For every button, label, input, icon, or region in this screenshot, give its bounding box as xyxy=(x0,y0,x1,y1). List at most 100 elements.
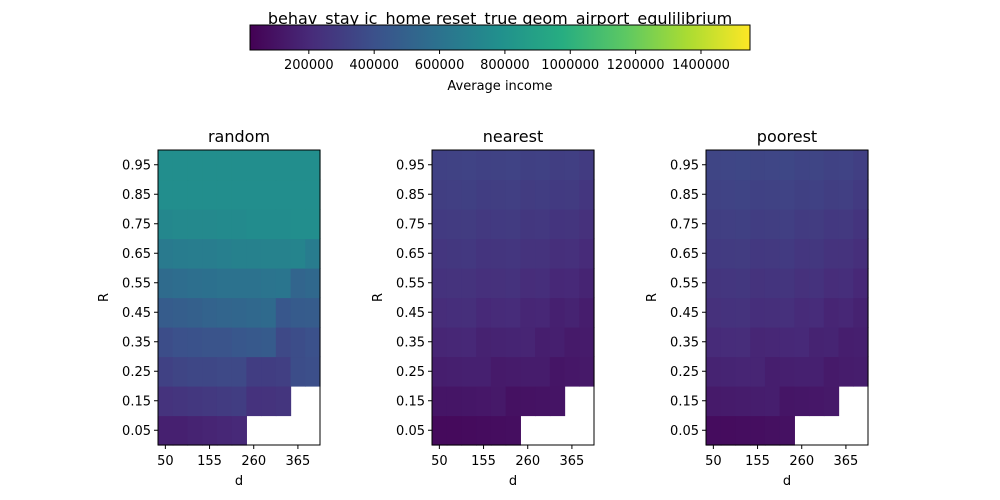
heatmap-cell xyxy=(779,386,795,417)
y-tick-label: 0.55 xyxy=(122,276,151,291)
y-tick-label: 0.15 xyxy=(122,394,151,409)
heatmap-cell xyxy=(446,415,463,446)
heatmap-cell xyxy=(261,179,277,210)
heatmap-cell xyxy=(432,150,448,181)
heatmap-cell xyxy=(535,268,551,299)
heatmap-cell xyxy=(764,268,781,299)
heatmap-cell xyxy=(432,209,448,240)
heatmap-cell xyxy=(838,327,854,358)
heatmap-cell xyxy=(706,238,722,269)
heatmap-cell xyxy=(158,268,174,299)
heatmap-cell xyxy=(564,150,580,181)
heatmap-cell xyxy=(461,415,477,446)
heatmap-cell xyxy=(432,268,448,299)
heatmap-cell xyxy=(809,179,825,210)
heatmap-cell xyxy=(461,179,477,210)
heatmap-cell xyxy=(231,356,247,387)
heatmap-cell xyxy=(246,356,262,387)
heatmap-cell xyxy=(764,327,781,358)
heatmap-cell xyxy=(564,297,580,328)
heatmap-cell xyxy=(779,356,795,387)
heatmap-cell xyxy=(779,150,795,181)
heatmap-cell xyxy=(305,297,321,328)
heatmap-cell xyxy=(735,297,751,328)
heatmap-panels: random 0.05 0.15 0.25 0.35 0.45 0.55 0.65 0.75 0.… xyxy=(97,127,869,489)
heatmap-cell xyxy=(246,297,262,328)
heatmap-cell xyxy=(823,356,840,387)
heatmap-cell xyxy=(187,415,203,446)
heatmap-cell xyxy=(720,415,737,446)
heatmap-cell xyxy=(764,238,781,269)
heatmap-cell xyxy=(446,209,463,240)
heatmap-cell xyxy=(720,327,737,358)
heatmap-cell xyxy=(432,297,448,328)
heatmap-cell xyxy=(809,238,825,269)
heatmap-cell xyxy=(158,150,174,181)
heatmap-cell xyxy=(809,209,825,240)
x-axis-label: d xyxy=(235,474,243,489)
heatmap-cell xyxy=(231,386,247,417)
heatmap-cell xyxy=(158,297,174,328)
heatmap-cell xyxy=(290,238,306,269)
heatmap-cell xyxy=(290,327,306,358)
heatmap-cell xyxy=(432,386,448,417)
heatmap-cell xyxy=(202,238,218,269)
heatmap-cell xyxy=(432,356,448,387)
heatmap-cell xyxy=(564,356,580,387)
heatmap-cell xyxy=(187,179,203,210)
heatmap-cell xyxy=(446,356,463,387)
heatmap-cell xyxy=(549,356,566,387)
x-axis-label: d xyxy=(509,474,517,489)
heatmap-cell xyxy=(520,179,536,210)
heatmap-cell xyxy=(172,327,189,358)
heatmap-cell xyxy=(535,209,551,240)
heatmap-cell xyxy=(720,179,737,210)
heatmap-cell xyxy=(823,297,840,328)
heatmap-cell xyxy=(461,209,477,240)
heatmap-cell xyxy=(202,179,218,210)
heatmap-cell xyxy=(275,238,292,269)
heatmap-cell xyxy=(261,150,277,181)
y-tick-label: 0.25 xyxy=(396,365,425,380)
heatmap-cell xyxy=(750,179,766,210)
heatmap-cell xyxy=(520,268,536,299)
heatmap-cell xyxy=(432,179,448,210)
heatmap-cell xyxy=(735,327,751,358)
heatmap-cell xyxy=(520,238,536,269)
heatmap-cell xyxy=(187,268,203,299)
heatmap-cell xyxy=(476,179,492,210)
heatmap-cell xyxy=(172,415,189,446)
colorbar-tick-label: 800000 xyxy=(480,58,530,73)
colorbar-label: Average income xyxy=(447,79,552,94)
heatmap-cell xyxy=(735,150,751,181)
heatmap-cell xyxy=(505,150,521,181)
heatmap-cell xyxy=(275,268,292,299)
heatmap-cell xyxy=(579,356,595,387)
heatmap-cell xyxy=(520,356,536,387)
heatmap-cell xyxy=(579,268,595,299)
heatmap-cell xyxy=(231,297,247,328)
heatmap-cell xyxy=(764,179,781,210)
heatmap-cell xyxy=(779,238,795,269)
heatmap-cell xyxy=(158,386,174,417)
heatmap-cell xyxy=(305,268,321,299)
heatmap-cell xyxy=(461,238,477,269)
heatmap-cell xyxy=(490,386,507,417)
figure-title: behav_stay ic_home reset_true geom_airpo… xyxy=(268,9,732,29)
heatmap-cell xyxy=(564,268,580,299)
heatmap-cell xyxy=(446,327,463,358)
y-tick-label: 0.35 xyxy=(396,335,425,350)
heatmap-cell xyxy=(275,297,292,328)
x-tick-label: 50 xyxy=(705,454,722,469)
heatmap-cell xyxy=(564,209,580,240)
heatmap-cell xyxy=(579,327,595,358)
heatmap-cell xyxy=(172,150,189,181)
heatmap-cell xyxy=(779,209,795,240)
heatmap-cell xyxy=(764,297,781,328)
axes-frame xyxy=(157,149,321,446)
heatmap-cell xyxy=(838,297,854,328)
heatmap-cell xyxy=(750,209,766,240)
x-tick-label: 155 xyxy=(471,454,496,469)
heatmap-cell xyxy=(750,327,766,358)
